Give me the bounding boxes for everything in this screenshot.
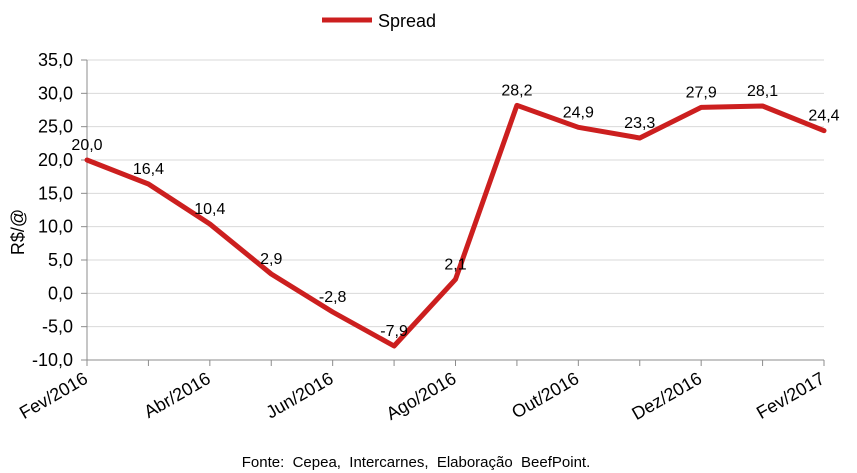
y-axis-title: R$/@: [8, 209, 28, 255]
y-tick-label: 10,0: [38, 217, 73, 237]
data-labels: 20,0 16,4 10,4 2,9 -2,8 -7,9 2,1 28,2 24,9 23,3 27…: [71, 82, 839, 340]
legend: Spread: [322, 11, 436, 31]
y-tick-label: 25,0: [38, 117, 73, 137]
data-label: 2,1: [444, 256, 466, 273]
data-label: -2,8: [319, 289, 347, 306]
series-group: [84, 102, 827, 349]
y-tick-label: -5,0: [42, 317, 73, 337]
legend-label-spread: Spread: [378, 11, 436, 31]
y-tick-label: 5,0: [48, 250, 73, 270]
x-tick-label: Ago/2016: [383, 368, 460, 424]
x-tick-label: Dez/2016: [628, 368, 705, 424]
y-tick-label: 20,0: [38, 150, 73, 170]
y-tick-label: 35,0: [38, 50, 73, 70]
x-tick-label: Jun/2016: [263, 368, 337, 422]
x-tick-label: Fev/2017: [753, 368, 828, 423]
series-line-spread: [84, 102, 827, 349]
data-label: 23,3: [624, 115, 655, 132]
x-tick-label: Abr/2016: [141, 368, 214, 422]
y-tick-label: 15,0: [38, 183, 73, 203]
data-label: 27,9: [686, 84, 717, 101]
data-label: 20,0: [71, 137, 102, 154]
data-label: 28,2: [501, 82, 532, 99]
x-tick-label: Out/2016: [508, 368, 582, 422]
y-tick-label: -10,0: [32, 350, 73, 370]
data-label: 16,4: [133, 161, 164, 178]
data-label: 24,4: [808, 108, 839, 125]
data-label: -7,9: [380, 323, 408, 340]
data-label: 10,4: [194, 201, 225, 218]
x-tick-label: Fev/2016: [16, 368, 91, 423]
data-label: 2,9: [260, 251, 282, 268]
y-tick-label: 30,0: [38, 83, 73, 103]
data-label: 28,1: [747, 83, 778, 100]
y-tick-label: 0,0: [48, 283, 73, 303]
x-tick-labels: Fev/2016 Abr/2016 Jun/2016 Ago/2016 Out/2016…: [16, 368, 828, 424]
axes: [81, 59, 825, 366]
data-label: 24,9: [563, 104, 594, 121]
source-note: Fonte: Cepea, Intercarnes, Elaboração Be…: [242, 454, 591, 471]
y-tick-labels: -10,0 -5,0 0,0 5,0 10,0 15,0 20,0 25,0 30,0 35,0: [32, 50, 73, 370]
grid-lines: [87, 59, 824, 361]
